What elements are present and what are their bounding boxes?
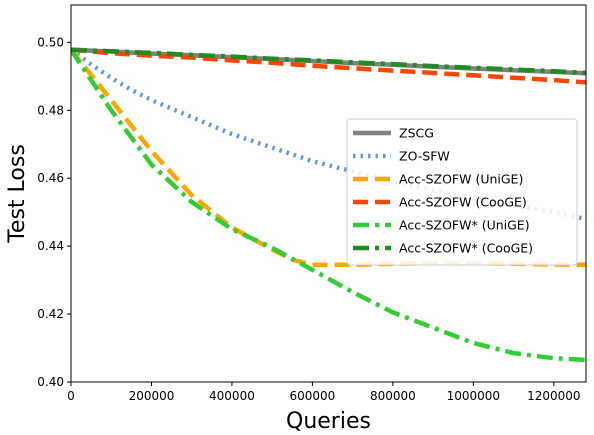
y-tick-label: 0.48 — [37, 103, 64, 117]
plot-frame — [70, 4, 587, 383]
x-tick-label: 200000 — [129, 389, 175, 403]
legend-label: Acc-SZOFW* (UniGE) — [399, 218, 530, 233]
y-axis-label: Test Loss — [5, 144, 30, 244]
legend-label: ZSCG — [399, 126, 434, 141]
series-line-6 — [71, 47, 586, 76]
x-tick-label: 1000000 — [447, 389, 500, 403]
x-tick-label: 400000 — [209, 389, 255, 403]
y-tick-label: 0.50 — [37, 35, 64, 49]
series-line-5 — [71, 48, 586, 363]
y-tick-label: 0.42 — [37, 307, 64, 321]
x-tick-label: 1200000 — [527, 389, 580, 403]
legend-label: ZO-SFW — [399, 149, 450, 164]
x-axis-label: Queries — [286, 409, 371, 434]
legend-label: Acc-SZOFW* (CooGE) — [399, 241, 533, 256]
legend-label: Acc-SZOFW (UniGE) — [399, 172, 523, 187]
x-axis-ticks: 0 200000 400000 600000 800000 1000000 1200000 — [67, 382, 581, 403]
x-tick-label: 800000 — [370, 389, 416, 403]
y-axis-ticks: 0.40 0.42 0.44 0.46 0.48 0.50 — [37, 35, 71, 389]
y-tick-label: 0.46 — [37, 171, 64, 185]
legend: ZSCG ZO-SFW Acc-SZOFW (UniGE) Acc-SZOFW (Co… — [346, 118, 578, 266]
series-line-2 — [71, 47, 586, 222]
x-tick-label: 0 — [67, 389, 75, 403]
legend-label: Acc-SZOFW (CooGE) — [399, 195, 527, 210]
x-tick-label: 600000 — [290, 389, 336, 403]
y-tick-label: 0.44 — [37, 239, 64, 253]
legend-box — [346, 118, 578, 266]
y-tick-label: 0.40 — [37, 375, 64, 389]
